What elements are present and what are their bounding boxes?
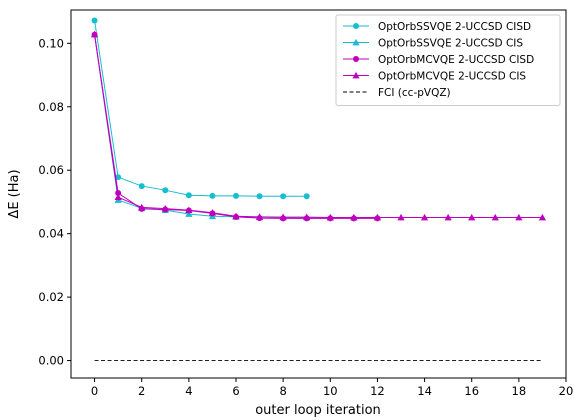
data-point (420, 213, 429, 221)
data-point (491, 213, 499, 221)
legend-label: OptOrbMCVQE 2-UCCSD CISD (378, 54, 534, 66)
series-line (94, 34, 543, 218)
data-point (185, 206, 193, 214)
legend-item: OptOrbMCVQE 2-UCCSD CISD (343, 54, 534, 66)
legend-item: FCI (cc-pVQZ) (343, 87, 451, 99)
data-point (303, 213, 311, 221)
data-point (138, 183, 145, 190)
y-axis-ticks: 0.00 0.02 0.04 0.06 0.08 0.10 (38, 36, 71, 368)
x-axis-ticks: 0 2 4 6 8 10 12 14 16 18 20 (91, 378, 573, 398)
y-tick-label: 0.08 (38, 100, 64, 114)
data-point (303, 193, 310, 200)
y-tick-label: 0.06 (38, 163, 64, 177)
data-point (515, 213, 523, 221)
x-tick-label: 8 (279, 384, 286, 398)
x-tick-label: 12 (370, 384, 385, 398)
data-point (280, 193, 287, 200)
data-point (468, 213, 476, 221)
data-point (115, 190, 122, 197)
y-tick-label: 0.04 (38, 227, 64, 241)
data-point (279, 213, 287, 221)
x-axis-label: outer loop iteration (255, 403, 381, 418)
data-point (326, 213, 334, 221)
legend-label: OptOrbSSVQE 2-UCCSD CISD (378, 21, 531, 33)
x-tick-label: 16 (464, 384, 479, 398)
series-line (94, 34, 378, 219)
data-point (209, 192, 216, 199)
series-0 (91, 17, 310, 200)
data-point (90, 30, 99, 38)
legend-marker (353, 23, 359, 29)
data-point (161, 204, 169, 212)
x-tick-label: 6 (232, 384, 239, 398)
legend-box (335, 14, 561, 106)
data-point (233, 192, 239, 199)
legend-marker (353, 56, 359, 62)
legend-label: OptOrbMCVQE 2-UCCSD CIS (378, 70, 526, 82)
data-point (444, 213, 452, 221)
series-line (94, 34, 378, 218)
data-point (185, 210, 193, 217)
data-point (208, 209, 217, 216)
legend-marker (352, 71, 360, 79)
data-point (91, 17, 98, 24)
legend-label: OptOrbSSVQE 2-UCCSD CIS (378, 37, 523, 49)
data-point (256, 193, 263, 200)
series-line (94, 20, 307, 197)
data-point (232, 212, 240, 220)
x-tick-label: 4 (185, 384, 192, 398)
y-axis-label: ΔE (Ha) (7, 169, 22, 218)
x-tick-label: 14 (417, 384, 432, 398)
legend: OptOrbSSVQE 2-UCCSD CISD OptOrbSSVQE 2-UC… (335, 14, 561, 106)
data-point (538, 213, 547, 221)
data-point (397, 213, 405, 221)
data-point (255, 213, 264, 220)
y-tick-label: 0.02 (38, 290, 64, 304)
axes-frame (70, 9, 567, 379)
data-point (185, 192, 192, 199)
legend-item: OptOrbSSVQE 2-UCCSD CISD (343, 21, 531, 33)
y-tick-label: 0.00 (38, 354, 64, 368)
series-layer (90, 17, 547, 362)
y-tick-label: 0.10 (38, 36, 64, 50)
data-point (350, 213, 358, 221)
legend-marker (352, 38, 360, 46)
x-tick-label: 18 (512, 384, 527, 398)
data-point (114, 193, 122, 201)
legend-item: OptOrbSSVQE 2-UCCSD CIS (343, 37, 523, 49)
legend-item: OptOrbMCVQE 2-UCCSD CIS (343, 70, 526, 82)
data-point (138, 203, 146, 211)
data-point (373, 213, 382, 221)
legend-label: FCI (cc-pVQZ) (378, 87, 451, 99)
x-tick-label: 10 (323, 384, 338, 398)
x-tick-label: 0 (91, 384, 98, 398)
x-tick-label: 2 (138, 384, 145, 398)
series-3 (90, 30, 547, 221)
x-tick-label: 20 (559, 384, 574, 398)
data-point (115, 174, 122, 181)
data-point (162, 187, 169, 194)
